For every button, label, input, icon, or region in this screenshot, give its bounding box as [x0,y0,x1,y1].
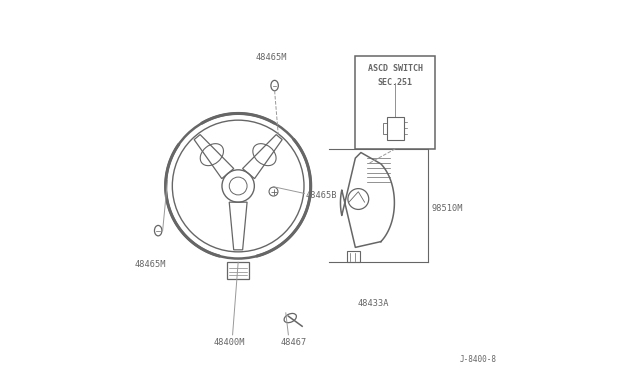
Text: 48467: 48467 [281,338,307,347]
Text: 48400M: 48400M [213,338,244,347]
Bar [383,123,387,134]
Bar [227,262,250,279]
Text: 48465B: 48465B [305,191,337,200]
Text: 48465M: 48465M [135,260,166,269]
Bar [347,251,360,262]
Text: SEC.251: SEC.251 [378,78,413,87]
Text: 48465M: 48465M [256,53,287,62]
Text: ASCD SWITCH: ASCD SWITCH [368,64,423,73]
Text: 48433A: 48433A [357,299,388,308]
Text: 98510M: 98510M [431,204,463,213]
Bar [387,117,403,140]
Text: J-8400-8: J-8400-8 [460,355,497,364]
Bar [355,56,435,149]
